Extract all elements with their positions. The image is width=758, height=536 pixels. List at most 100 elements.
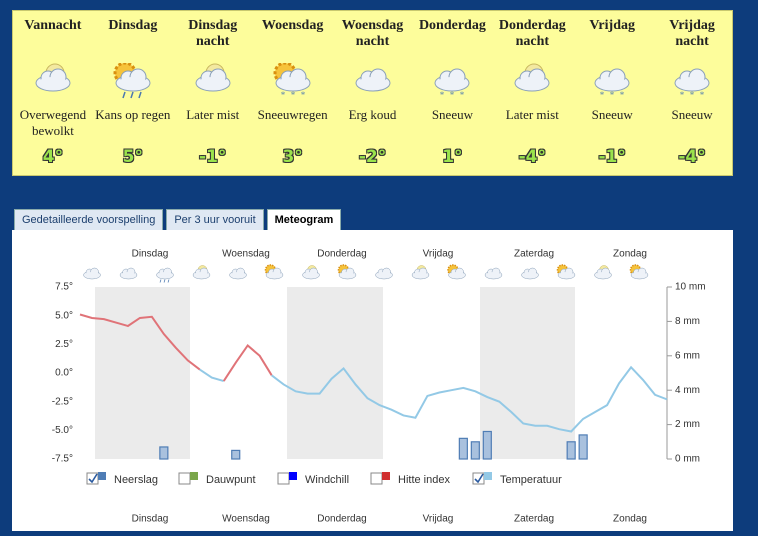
snowflake: * bbox=[690, 90, 695, 100]
legend-label: Hitte index bbox=[398, 474, 450, 486]
forecast-day: Donderdag nacht Later mist -4° bbox=[492, 11, 572, 175]
snowflake: * bbox=[700, 90, 705, 100]
precip-bar bbox=[159, 446, 169, 460]
weather-icon bbox=[594, 265, 612, 280]
day-heading: Vannacht bbox=[24, 18, 82, 33]
forecast-day: Vannacht Overwegend bewolkt 4° bbox=[13, 11, 93, 175]
day-label: Woensdag bbox=[222, 249, 270, 260]
weather-icon: * * * bbox=[674, 68, 710, 100]
cloud bbox=[413, 272, 428, 278]
forecast-day: Dinsdag nacht Later mist -1° bbox=[173, 11, 253, 175]
y-tick-label: 0.0° bbox=[55, 368, 73, 379]
y2-tick-label: 10 mm bbox=[675, 282, 706, 293]
forecast-day: Woensdag nacht Erg koud -2° bbox=[333, 11, 413, 175]
weather-icon bbox=[195, 63, 231, 92]
weather-icon bbox=[521, 267, 539, 280]
forecast-day: Woensdag * * * Sneeuwregen 3° bbox=[253, 11, 333, 175]
temperature-line bbox=[271, 365, 668, 433]
day-heading: Vrijdag nacht bbox=[669, 18, 715, 49]
description: Sneeuw bbox=[431, 107, 473, 122]
description: Overwegend bewolkt bbox=[19, 107, 87, 138]
weather-icon bbox=[113, 63, 151, 99]
weather-icon bbox=[113, 63, 151, 99]
day-label: Dinsdag bbox=[132, 249, 169, 260]
weather-icon bbox=[411, 265, 430, 280]
raindrop bbox=[122, 91, 126, 99]
tab[interactable]: Meteogram bbox=[266, 209, 342, 232]
day-label: Zaterdag bbox=[514, 249, 554, 260]
weather-icon bbox=[337, 264, 357, 280]
weather-icon: * * * bbox=[273, 63, 311, 100]
forecast-day: Donderdag * * * Sneeuw 1° bbox=[412, 11, 492, 175]
description: Erg koud bbox=[348, 107, 397, 122]
cloud bbox=[157, 272, 173, 278]
check-mark bbox=[88, 473, 98, 484]
weather-icon bbox=[119, 267, 138, 280]
weather-icon bbox=[514, 63, 550, 92]
legend-label: Windchill bbox=[305, 474, 349, 486]
snowflake: * bbox=[610, 90, 615, 100]
day-label: Donderdag bbox=[317, 514, 366, 525]
cloud bbox=[437, 77, 468, 89]
raindrop bbox=[130, 91, 134, 99]
cloud bbox=[84, 272, 100, 278]
forecast-panel: Vannacht Overwegend bewolkt 4° Dinsdag Kans … bbox=[12, 10, 733, 176]
legend-swatch bbox=[484, 472, 492, 480]
snowflake: * bbox=[440, 90, 445, 100]
cloud bbox=[376, 272, 392, 278]
weather-icon: * * * bbox=[434, 68, 470, 100]
precip-bar bbox=[231, 449, 241, 460]
tab[interactable]: Per 3 uur vooruit bbox=[166, 209, 264, 231]
cloud bbox=[117, 77, 148, 89]
cloud bbox=[121, 272, 136, 278]
night-band bbox=[480, 287, 575, 459]
snowflake: * bbox=[620, 90, 625, 100]
legend-checkbox[interactable] bbox=[277, 472, 290, 485]
weather-icon bbox=[302, 265, 320, 280]
cloud bbox=[486, 272, 501, 278]
y-tick-label: -5.0° bbox=[52, 425, 73, 436]
cloud bbox=[677, 77, 708, 89]
day-label: Vrijdag bbox=[423, 514, 454, 525]
y2-tick-label: 4 mm bbox=[675, 385, 700, 396]
legend-checkbox[interactable] bbox=[178, 472, 191, 485]
y2-tick-label: 6 mm bbox=[675, 350, 700, 361]
cloud bbox=[559, 272, 574, 278]
y-tick-label: -7.5° bbox=[52, 454, 73, 465]
forecast-day: Vrijdag * * * Sneeuw -1° bbox=[572, 11, 652, 175]
weather-icon bbox=[195, 63, 231, 92]
legend-checkbox[interactable] bbox=[370, 472, 383, 485]
y2-tick-label: 2 mm bbox=[675, 419, 700, 430]
tab[interactable]: Gedetailleerde voorspelling bbox=[14, 209, 164, 231]
cloud bbox=[277, 77, 308, 89]
description: Later mist bbox=[186, 107, 240, 122]
weather-icon: * * * bbox=[273, 63, 311, 100]
cloud bbox=[449, 272, 465, 278]
temperature: -4° bbox=[678, 147, 706, 167]
raindrop bbox=[167, 279, 170, 283]
description: Sneeuw bbox=[591, 107, 633, 122]
cloud bbox=[522, 272, 538, 278]
day-heading: Vrijdag bbox=[589, 18, 635, 33]
temperature: -1° bbox=[598, 147, 626, 167]
snowflake: * bbox=[450, 90, 455, 100]
legend-swatch bbox=[289, 472, 297, 480]
day-label: Dinsdag bbox=[132, 514, 169, 525]
tab-bar: Gedetailleerde voorspelling Per 3 uur voo… bbox=[14, 209, 342, 232]
y2-tick-label: 0 mm bbox=[675, 454, 700, 465]
snowflake: * bbox=[290, 90, 295, 100]
precip-bar bbox=[470, 441, 480, 460]
cloud bbox=[230, 272, 246, 278]
precip-bar bbox=[578, 434, 588, 460]
day-heading: Woensdag bbox=[261, 18, 324, 33]
temperature: -4° bbox=[518, 147, 546, 167]
weather-icon: * * * bbox=[594, 68, 630, 100]
chart: Dinsdag Dinsdag Woensdag Woensdag Donderdag D… bbox=[52, 249, 706, 525]
weather-icon bbox=[375, 267, 393, 280]
cloud bbox=[340, 272, 355, 278]
weather-icon: * * * bbox=[594, 68, 630, 100]
y2-tick-label: 8 mm bbox=[675, 316, 700, 327]
meteogram-panel: Dinsdag Dinsdag Woensdag Woensdag Donderdag D… bbox=[12, 230, 733, 531]
legend-label: Dauwpunt bbox=[206, 474, 256, 486]
